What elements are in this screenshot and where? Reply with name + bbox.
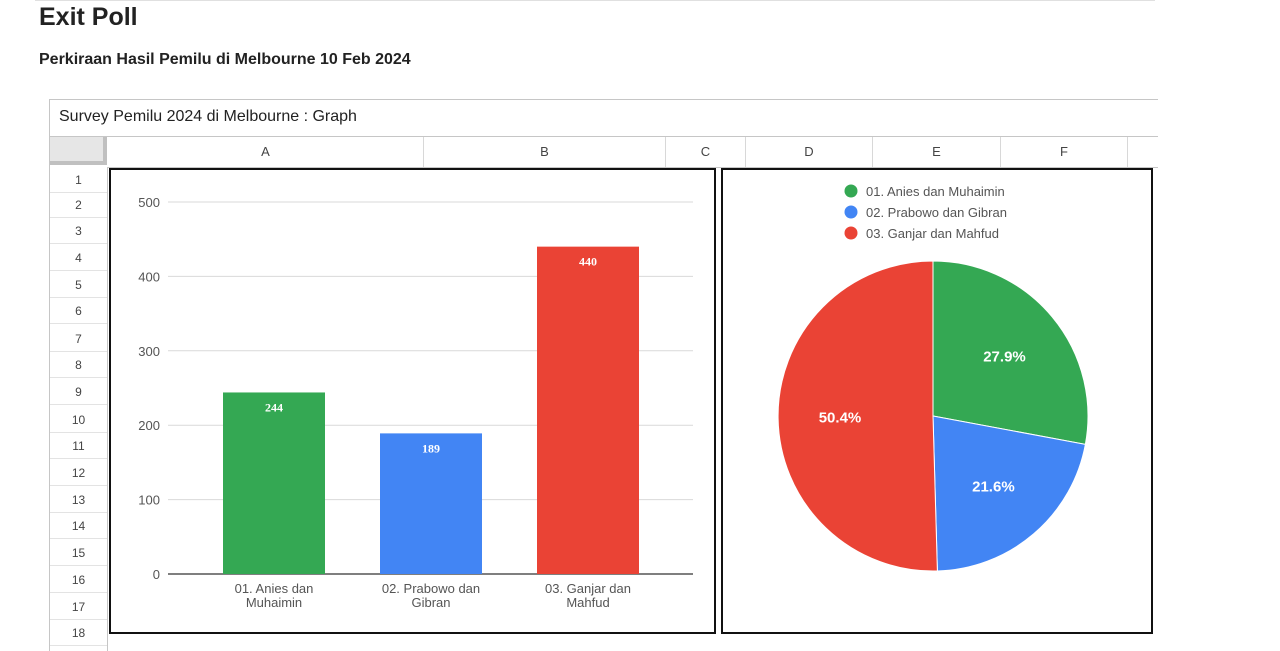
- category-label-line: Muhaimin: [246, 595, 302, 610]
- row-header-5[interactable]: 5: [50, 272, 107, 298]
- category-label-3: 03. Ganjar dan Mahfud: [545, 581, 631, 610]
- bar-value-label-3: 440: [579, 255, 597, 269]
- row-header-14[interactable]: 14: [50, 513, 107, 539]
- category-label-line: Mahfud: [566, 595, 609, 610]
- row-header-18[interactable]: 18: [50, 620, 107, 646]
- legend-swatch-1: [844, 184, 858, 198]
- pie-slice-3: [777, 260, 938, 572]
- row-header-2[interactable]: 2: [50, 192, 107, 218]
- bar-chart[interactable]: 0 100 200 300 400 500 244 01. Anies dan Muhaimin…: [109, 168, 716, 634]
- y-tick-label-200: 200: [138, 418, 160, 433]
- bar-value-label-1: 244: [265, 400, 283, 414]
- y-tick-label-400: 400: [138, 269, 160, 284]
- row-header-15[interactable]: 15: [50, 540, 107, 566]
- row-header-8[interactable]: 8: [50, 352, 107, 378]
- row-header-11[interactable]: 11: [50, 433, 107, 459]
- row-header-3[interactable]: 3: [50, 218, 107, 244]
- row-header-bar: 1 2 3 4 5 6 7 8 9 10 11 12 13 14 15 16 17 18: [50, 167, 108, 651]
- bar-value-label-2: 189: [422, 441, 440, 455]
- legend-label-2: 02. Prabowo dan Gibran: [866, 205, 1007, 220]
- row-header-13[interactable]: 13: [50, 487, 107, 513]
- pie-slice-label-2: 21.6%: [972, 479, 1015, 496]
- pie-slice-1: [932, 260, 1089, 445]
- column-header-d[interactable]: D: [746, 137, 873, 167]
- row-header-10[interactable]: 10: [50, 407, 107, 433]
- legend-label-1: 01. Anies dan Muhaimin: [866, 184, 1005, 199]
- pie-chart-canvas: 01. Anies dan Muhaimin 02. Prabowo dan Gi…: [777, 184, 1089, 572]
- sheet-title: Survey Pemilu 2024 di Melbourne : Graph: [59, 108, 357, 125]
- bar-3: [537, 246, 639, 574]
- y-tick-label-500: 500: [138, 195, 160, 210]
- bar-2: [380, 433, 482, 574]
- category-label-2: 02. Prabowo dan Gibran: [382, 581, 480, 610]
- row-header-16[interactable]: 16: [50, 567, 107, 593]
- y-tick-label-300: 300: [138, 344, 160, 359]
- category-label-line: 02. Prabowo dan: [382, 581, 480, 596]
- bar-1: [223, 392, 325, 574]
- sheet-titlebar: Survey Pemilu 2024 di Melbourne : Graph: [50, 100, 1158, 137]
- category-label-line: 01. Anies dan: [235, 581, 314, 596]
- category-label-1: 01. Anies dan Muhaimin: [235, 581, 314, 610]
- row-header-7[interactable]: 7: [50, 326, 107, 352]
- column-header-f[interactable]: F: [1001, 137, 1128, 167]
- row-header-17[interactable]: 17: [50, 594, 107, 620]
- row-header-9[interactable]: 9: [50, 379, 107, 405]
- row-header-1[interactable]: 1: [50, 167, 107, 193]
- spreadsheet: Survey Pemilu 2024 di Melbourne : Graph …: [49, 99, 1158, 651]
- y-tick-label-100: 100: [138, 493, 160, 508]
- column-header-c[interactable]: C: [666, 137, 746, 167]
- page-title: Exit Poll: [39, 3, 138, 31]
- top-divider: [35, 0, 1155, 1]
- column-header-bar: A B C D E F: [108, 137, 1158, 168]
- legend-swatch-3: [844, 226, 858, 240]
- legend-swatch-2: [844, 205, 858, 219]
- bar-chart-canvas: 0 100 200 300 400 500 244 01. Anies dan Muhaimin…: [138, 195, 693, 610]
- legend-label-3: 03. Ganjar dan Mahfud: [866, 226, 999, 241]
- row-header-6[interactable]: 6: [50, 298, 107, 324]
- pie-slice-label-3: 50.4%: [819, 409, 862, 426]
- column-header-b[interactable]: B: [424, 137, 666, 167]
- pie-slice-2: [932, 415, 1086, 572]
- row-header-4[interactable]: 4: [50, 245, 107, 271]
- pie-chart[interactable]: 01. Anies dan Muhaimin 02. Prabowo dan Gi…: [721, 168, 1153, 634]
- category-label-line: Gibran: [411, 595, 450, 610]
- y-tick-label-0: 0: [153, 567, 160, 582]
- column-header-e[interactable]: E: [873, 137, 1001, 167]
- page-subtitle: Perkiraan Hasil Pemilu di Melbourne 10 F…: [39, 51, 411, 68]
- pie-slice-label-1: 27.9%: [983, 349, 1026, 366]
- select-all-corner[interactable]: [50, 137, 107, 165]
- column-header-a[interactable]: A: [108, 137, 424, 167]
- category-label-line: 03. Ganjar dan: [545, 581, 631, 596]
- row-header-12[interactable]: 12: [50, 460, 107, 486]
